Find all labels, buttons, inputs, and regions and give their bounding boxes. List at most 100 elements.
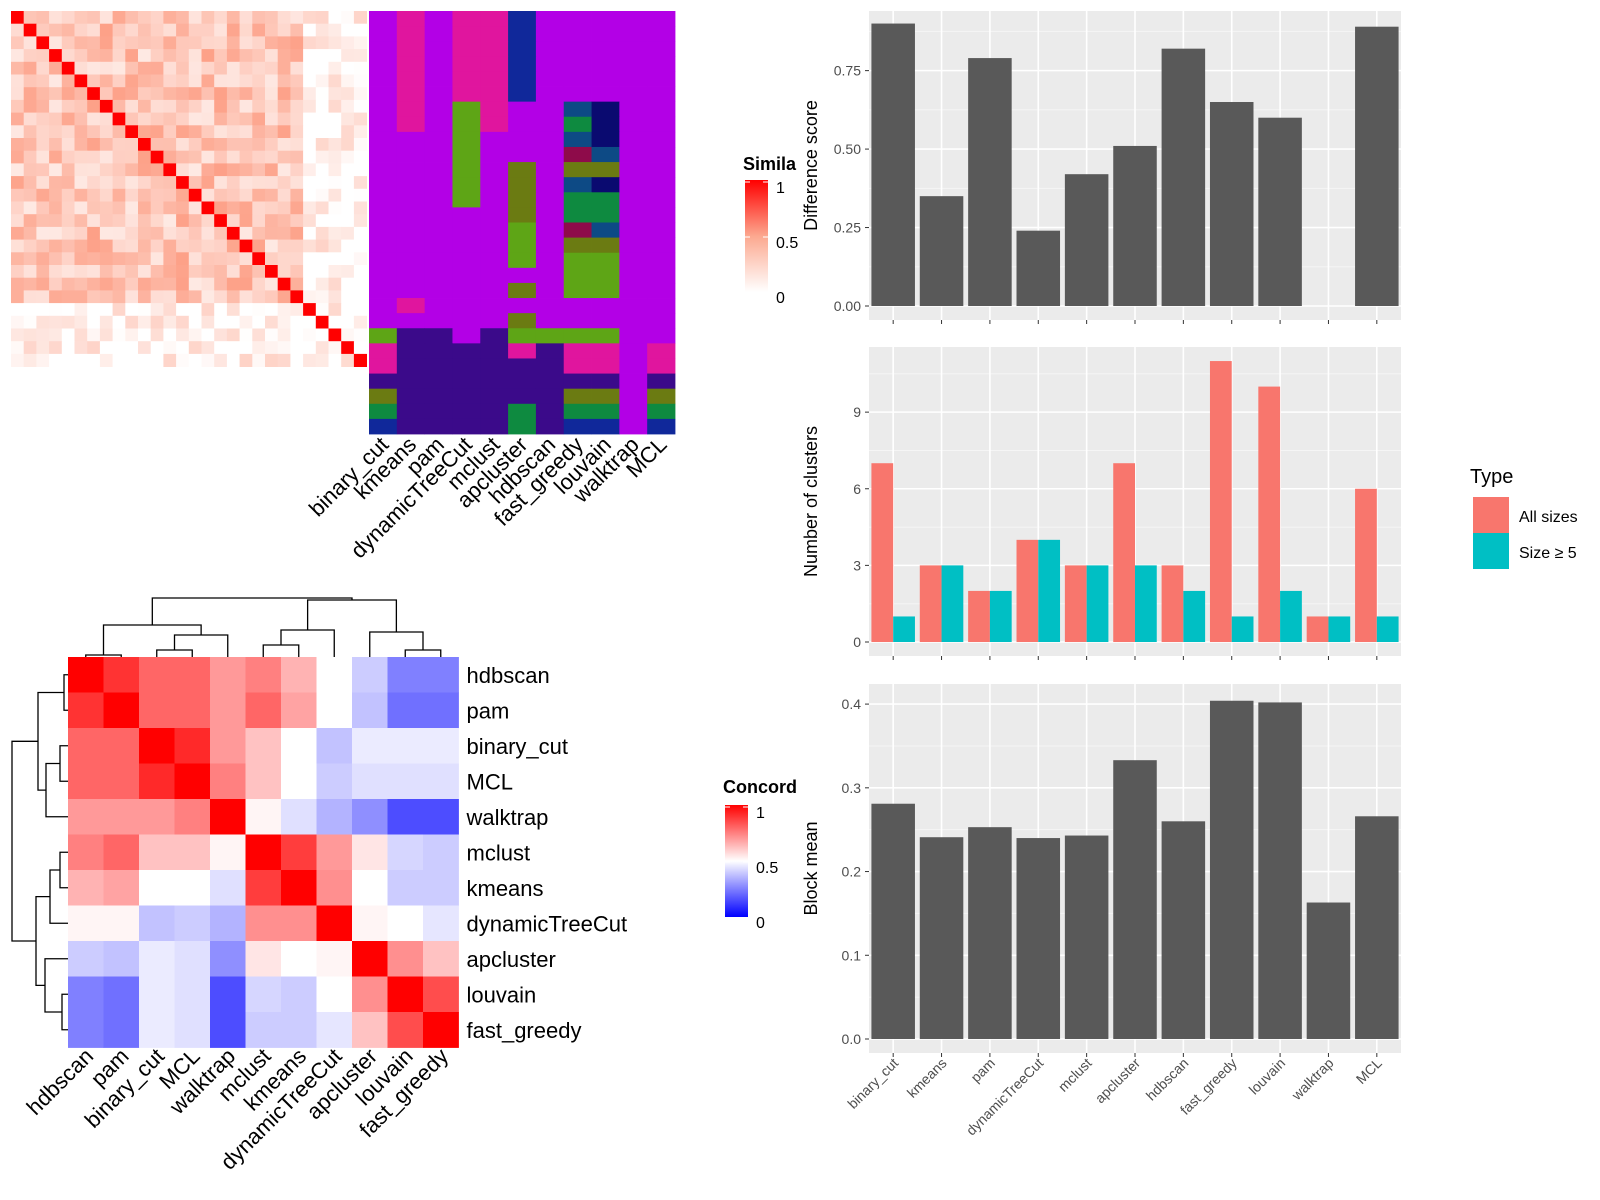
membership-cell [535,192,565,208]
membership-cell [480,11,509,27]
similarity-cell [125,214,139,228]
membership-heatmap [369,11,676,435]
membership-cell [563,71,592,87]
similarity-cell [252,74,266,88]
membership-cell [535,418,565,435]
similarity-cell [112,277,126,291]
similarity-cell [315,239,329,253]
concordance-cell [68,692,104,729]
similarity-cell [112,150,126,164]
dendrogram-branch [280,629,335,657]
membership-cell [619,11,648,27]
membership-cell [396,388,426,405]
membership-cell [480,313,509,329]
similarity-cell [87,341,101,355]
membership-cell [508,86,537,103]
concordance-cell [103,834,140,871]
membership-cell [480,222,509,239]
membership-cell [563,298,592,314]
membership-cell [452,207,481,223]
similarity-cell [201,252,215,266]
similarity-cell [290,303,304,317]
similarity-cell [341,239,355,253]
y-tick-label: 0.0 [842,1031,862,1047]
similarity-cell [163,138,177,152]
similarity-cell [265,99,279,113]
concordance-cell [174,799,211,835]
membership-cell [424,86,453,103]
concordance-cell [174,834,211,871]
membership-cell [480,162,509,178]
similarity-cell [176,252,190,266]
similarity-cell [328,252,342,266]
similarity-cell [87,252,101,266]
similarity-cell [138,239,152,253]
bar-size-ge-5 [989,590,1012,642]
similarity-cell [341,226,355,240]
similarity-cell [201,163,215,177]
membership-cell [535,177,565,193]
concordance-row-label: pam [467,698,510,723]
similarity-cell [11,87,25,101]
bar [968,827,1012,1039]
similarity-cell [239,239,253,253]
similarity-cell [328,328,342,342]
membership-cell [647,162,676,178]
membership-cell [619,222,648,239]
similarity-cell [277,252,291,266]
similarity-cell [163,11,177,25]
similarity-cell [303,74,317,88]
similarity-cell [125,150,139,164]
block-mean-chart: 0.0 0.1 0.2 0.3 0.4 Block mean [801,684,1401,1057]
similarity-cell [163,125,177,139]
membership-cell [591,192,620,208]
concordance-cell [68,976,104,1013]
similarity-cell [265,188,279,202]
membership-cell [508,403,537,420]
similarity-cell [188,163,202,177]
similarity-cell [214,353,228,367]
dendrogram-branch [404,649,442,657]
similarity-cell [74,176,88,190]
similarity-cell [74,252,88,266]
similarity-cell [74,277,88,291]
similarity-cell [265,61,279,75]
similarity-cell [150,188,164,202]
concordance-cell [316,763,353,800]
similarity-cell [315,341,329,355]
similarity-cell [99,163,113,177]
concordance-row-label: fast_greedy [467,1018,582,1043]
similarity-cell [353,277,367,291]
membership-cell [369,267,398,284]
similarity-cell [201,36,215,50]
similarity-cell [188,11,202,25]
membership-cell [619,131,648,148]
similarity-cell [214,265,228,279]
similarity-cell [23,277,37,291]
similarity-cell [277,112,291,126]
similarity-cell [23,163,37,177]
similarity-cell [125,265,139,279]
similarity-cell [176,87,190,101]
concordance-cell [352,834,388,871]
similarity-cell [214,252,228,266]
concordance-cell [103,976,140,1013]
similarity-cell [214,74,228,88]
similarity-cell [328,239,342,253]
bar [1016,838,1061,1039]
similarity-cell [303,303,317,317]
similarity-cell [112,226,126,240]
similarity-cell [303,265,317,279]
similarity-cell [49,290,63,304]
similarity-cell [112,353,126,367]
similarity-cell [163,214,177,228]
bar [919,837,964,1039]
similarity-cell [328,87,342,101]
similarity-cell [290,341,304,355]
similarity-cell [61,277,75,291]
similarity-cell [315,265,329,279]
membership-cell [424,177,453,193]
similarity-cell [188,315,202,329]
similarity-cell [36,36,50,50]
similarity-cell [125,277,139,291]
